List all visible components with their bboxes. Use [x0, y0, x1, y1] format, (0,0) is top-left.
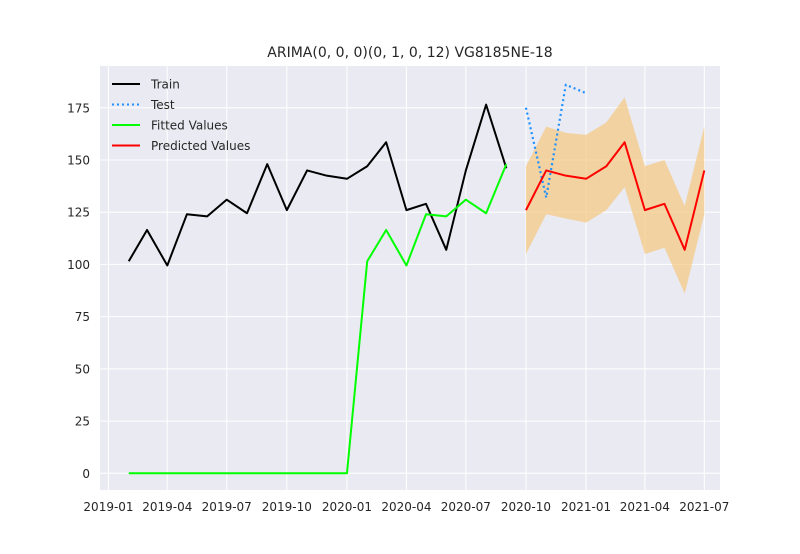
x-tick-label: 2020-10 [501, 500, 551, 514]
y-tick-label: 75 [75, 310, 90, 324]
y-tick-label: 125 [67, 206, 90, 220]
series-line-test [524, 83, 587, 199]
legend-item-test: Test [112, 98, 175, 112]
x-tick-label: 2020-01 [322, 500, 372, 514]
y-tick-label: 175 [67, 101, 90, 115]
legend-item-predicted-values: Predicted Values [112, 139, 250, 153]
x-tick-label: 2019-01 [83, 500, 133, 514]
x-tick-label: 2021-07 [679, 500, 729, 514]
y-tick-label: 0 [82, 467, 90, 481]
x-tick-label: 2019-10 [262, 500, 312, 514]
legend-item-fitted-values: Fitted Values [112, 119, 228, 133]
x-tick-label: 2021-04 [620, 500, 670, 514]
legend-label-train: Train [150, 78, 180, 92]
y-tick-label: 150 [67, 153, 90, 167]
y-tick-label: 50 [75, 362, 90, 376]
x-tick-label: 2019-07 [202, 500, 252, 514]
x-tick-label: 2020-07 [441, 500, 491, 514]
legend-label-predicted-values: Predicted Values [151, 139, 250, 153]
series-layer [127, 83, 706, 475]
legend-label-test: Test [150, 98, 175, 112]
series-line-train [127, 103, 508, 267]
confidence-band [525, 97, 705, 294]
y-tick-label: 25 [75, 415, 90, 429]
chart-title: ARIMA(0, 0, 0)(0, 1, 0, 12) VG8185NE-18 [267, 45, 552, 61]
series-line-predicted-values [525, 141, 706, 251]
x-tick-label: 2020-04 [381, 500, 431, 514]
legend: Train Test Fitted Values Predicted Value… [112, 78, 250, 153]
series-line-fitted-values [128, 163, 508, 475]
x-tick-label: 2019-04 [142, 500, 192, 514]
tick-labels: 2019-01 2019-04 2019-07 2019-10 2020-01 2020-… [67, 101, 729, 514]
y-tick-label: 100 [67, 258, 90, 272]
confidence-band-layer [525, 97, 705, 294]
legend-item-train: Train [112, 78, 180, 92]
legend-label-fitted-values: Fitted Values [151, 119, 228, 133]
x-tick-label: 2021-01 [561, 500, 611, 514]
